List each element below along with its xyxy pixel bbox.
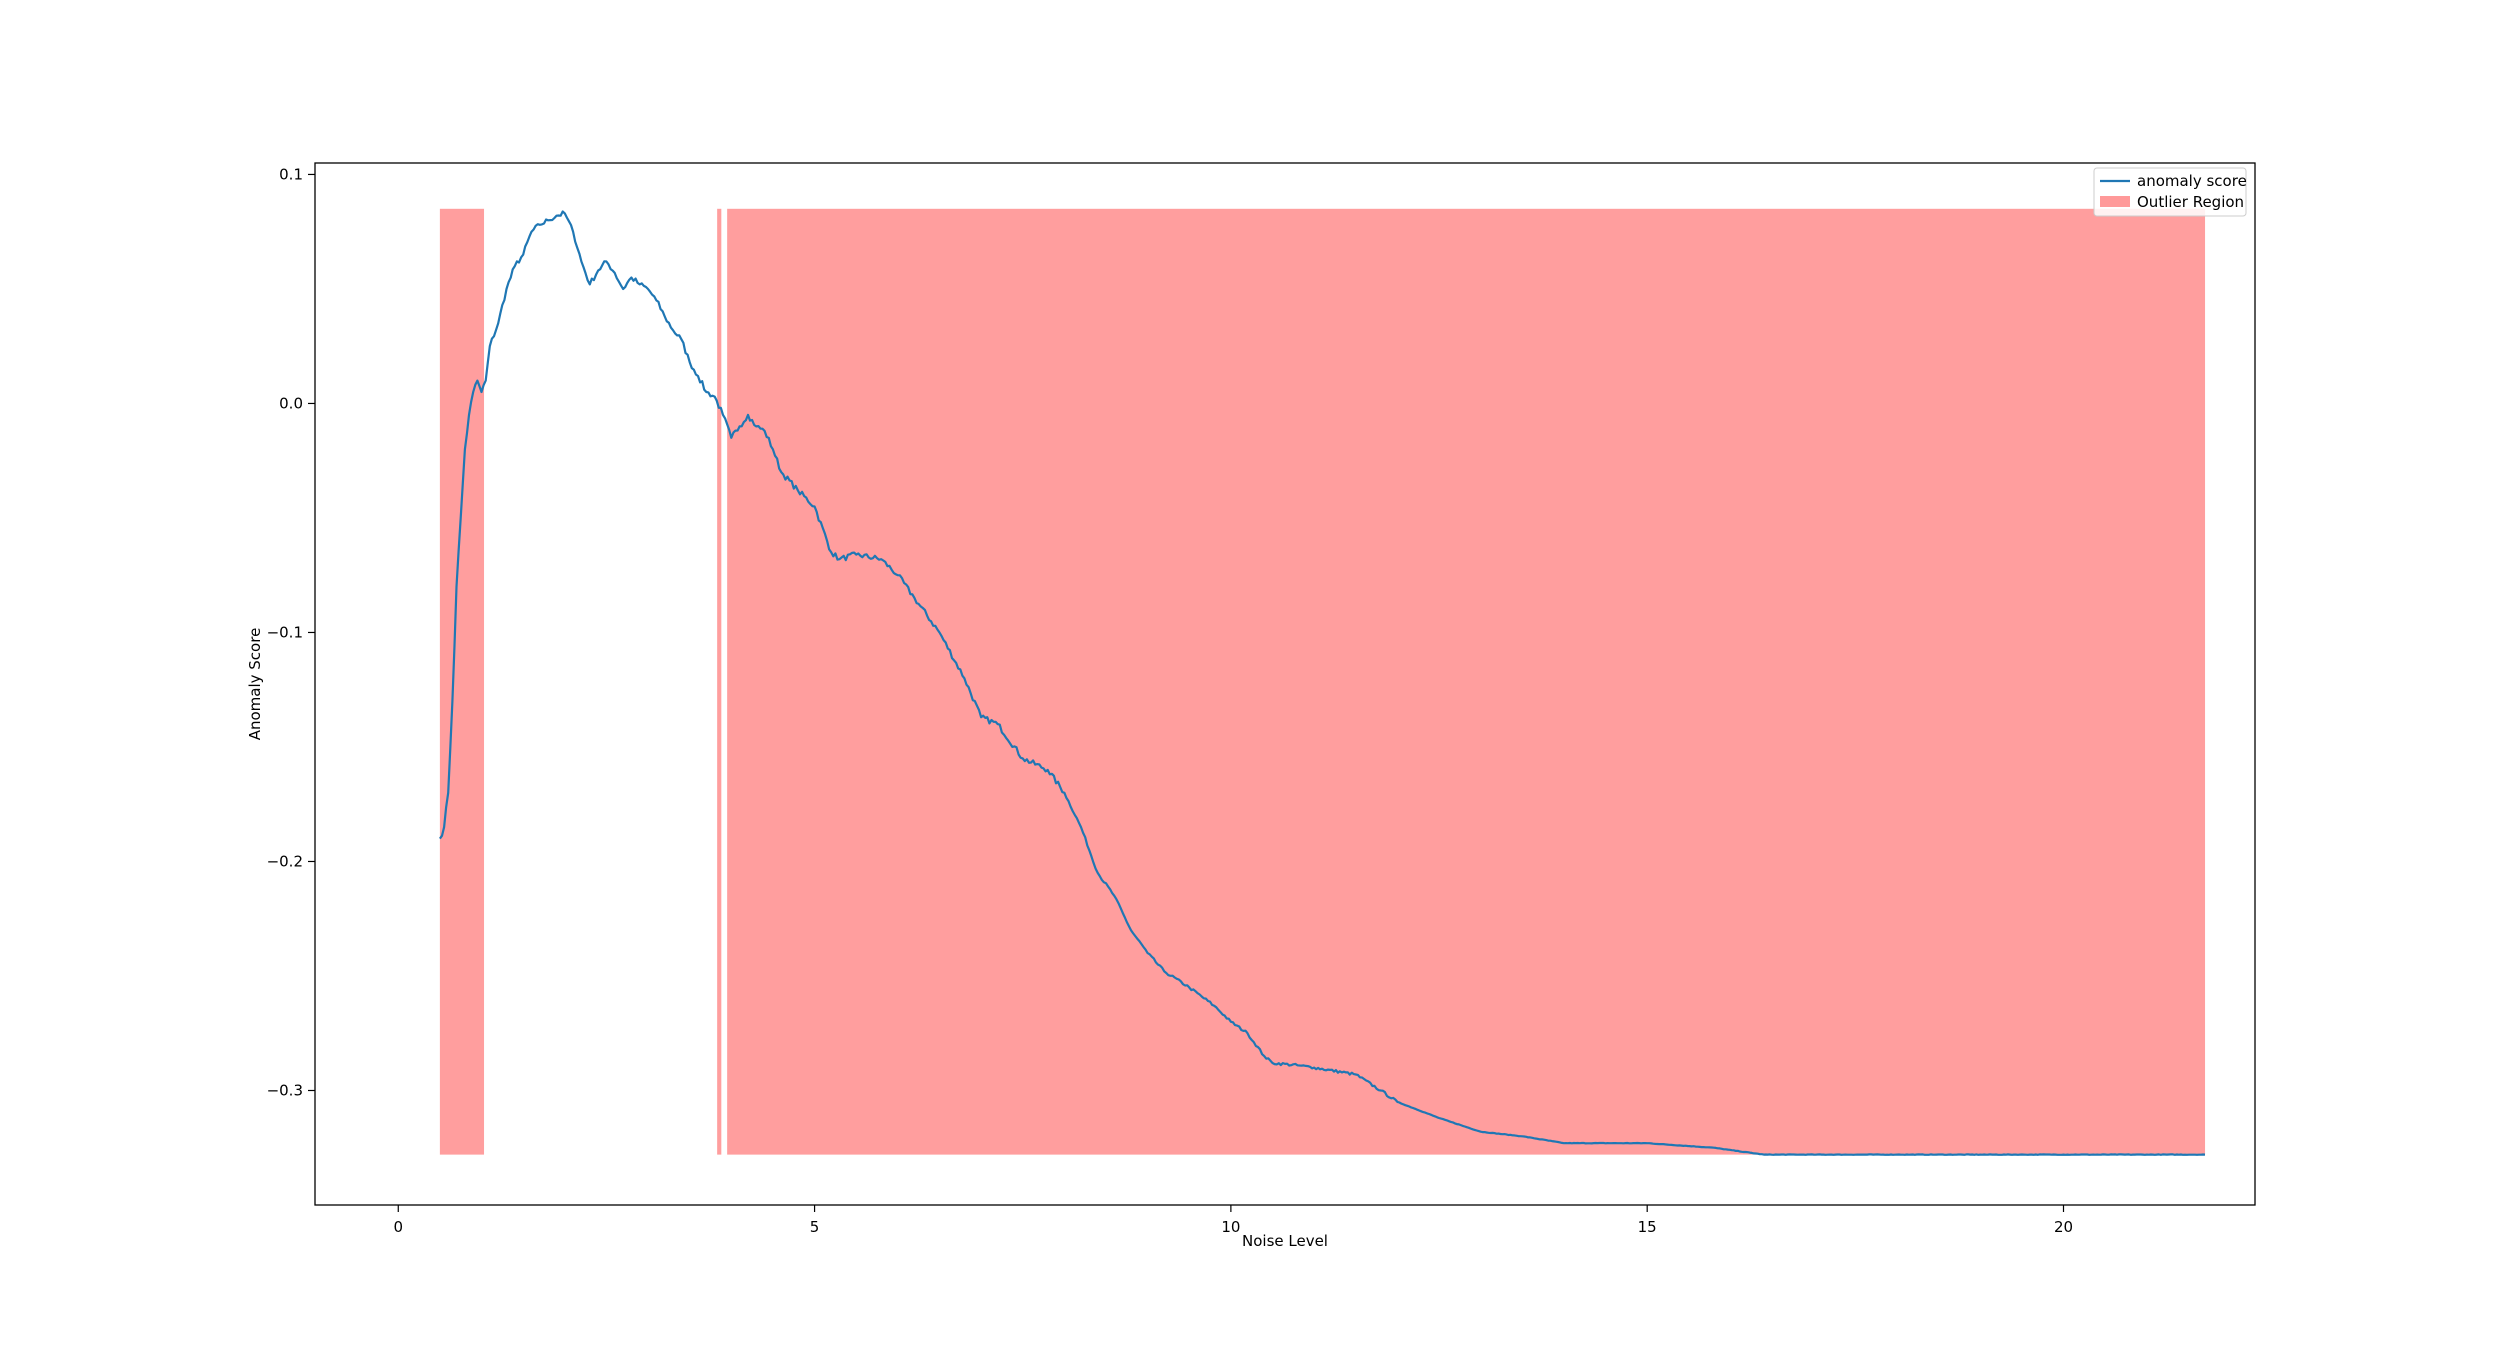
y-tick-label: −0.1 [267, 623, 303, 641]
legend-entry-anomaly-score: anomaly score [2137, 172, 2247, 190]
legend-box [2093, 167, 2247, 217]
x-tick-label: 15 [1638, 1218, 1657, 1236]
x-axis-label: Noise Level [1242, 1232, 1328, 1250]
outlier-region-1 [717, 208, 722, 1155]
outlier-region-0 [439, 208, 485, 1155]
y-tick-label: −0.3 [267, 1081, 303, 1099]
legend-region-swatch [2100, 196, 2130, 207]
plot-frame [314, 162, 2256, 1206]
y-tick-label: 0.0 [279, 394, 303, 412]
y-tick-label: −0.2 [267, 852, 303, 870]
legend-entry-outlier-region: Outlier Region [2137, 193, 2244, 211]
x-tick-label: 0 [393, 1218, 403, 1236]
anomaly-score-line [439, 210, 2206, 1156]
outlier-region-2 [727, 208, 2206, 1155]
y-tick-label: 0.1 [279, 165, 303, 183]
x-tick-label: 5 [810, 1218, 820, 1236]
y-axis-label: Anomaly Score [246, 628, 264, 741]
x-tick-label: 20 [2054, 1218, 2073, 1236]
legend: anomaly score Outlier Region [2093, 167, 2247, 217]
y-axis-ticks: 0.1 0.0 −0.1 −0.2 −0.3 [267, 165, 315, 1099]
outlier-regions [439, 208, 2206, 1155]
x-tick-label: 10 [1221, 1218, 1240, 1236]
x-axis-ticks: 0 5 10 15 20 [393, 1205, 2073, 1236]
